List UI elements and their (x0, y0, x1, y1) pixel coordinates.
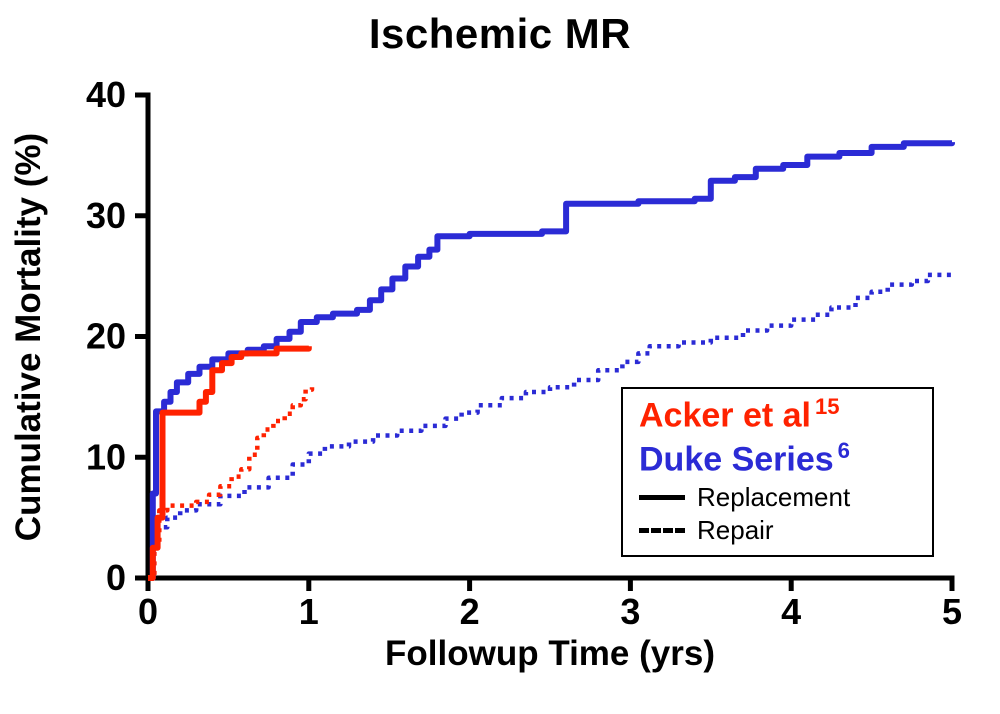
legend-acker-label: Acker et al (639, 396, 811, 435)
y-tick-label: 30 (86, 195, 126, 236)
legend-duke-label: Duke Series (639, 440, 834, 479)
legend: Acker et al 15 Duke Series 6 Replacement R… (621, 387, 934, 557)
legend-repair-row: Repair (639, 516, 922, 545)
x-tick-label: 2 (460, 591, 480, 632)
y-tick-label: 20 (86, 316, 126, 357)
legend-duke-superscript: 6 (837, 438, 850, 464)
x-axis-label: Followup Time (yrs) (385, 634, 715, 673)
legend-replacement-label: Replacement (697, 482, 851, 513)
legend-acker-superscript: 15 (815, 394, 840, 419)
dashed-line-swatch (639, 528, 685, 534)
legend-repair-label: Repair (697, 515, 774, 546)
x-tick-label: 0 (138, 591, 158, 632)
legend-acker-entry: Acker et al 15 (639, 394, 922, 435)
chart-title: Ischemic MR (368, 10, 632, 57)
legend-replacement-row: Replacement (639, 483, 922, 512)
y-tick-label: 10 (86, 436, 126, 477)
x-tick-label: 3 (620, 591, 640, 632)
x-tick-label: 4 (781, 591, 801, 632)
series-acker-repair (148, 387, 315, 581)
solid-line-swatch (639, 494, 685, 500)
legend-duke-entry: Duke Series 6 (639, 438, 922, 479)
series-acker-replacement (148, 345, 312, 581)
x-tick-label: 5 (942, 591, 962, 632)
y-tick-label: 40 (86, 74, 126, 115)
y-tick-label: 0 (106, 557, 126, 598)
y-axis-label: Cumulative Mortality (%) (9, 132, 48, 542)
x-tick-label: 1 (299, 591, 319, 632)
series-duke-replacement (148, 140, 955, 581)
